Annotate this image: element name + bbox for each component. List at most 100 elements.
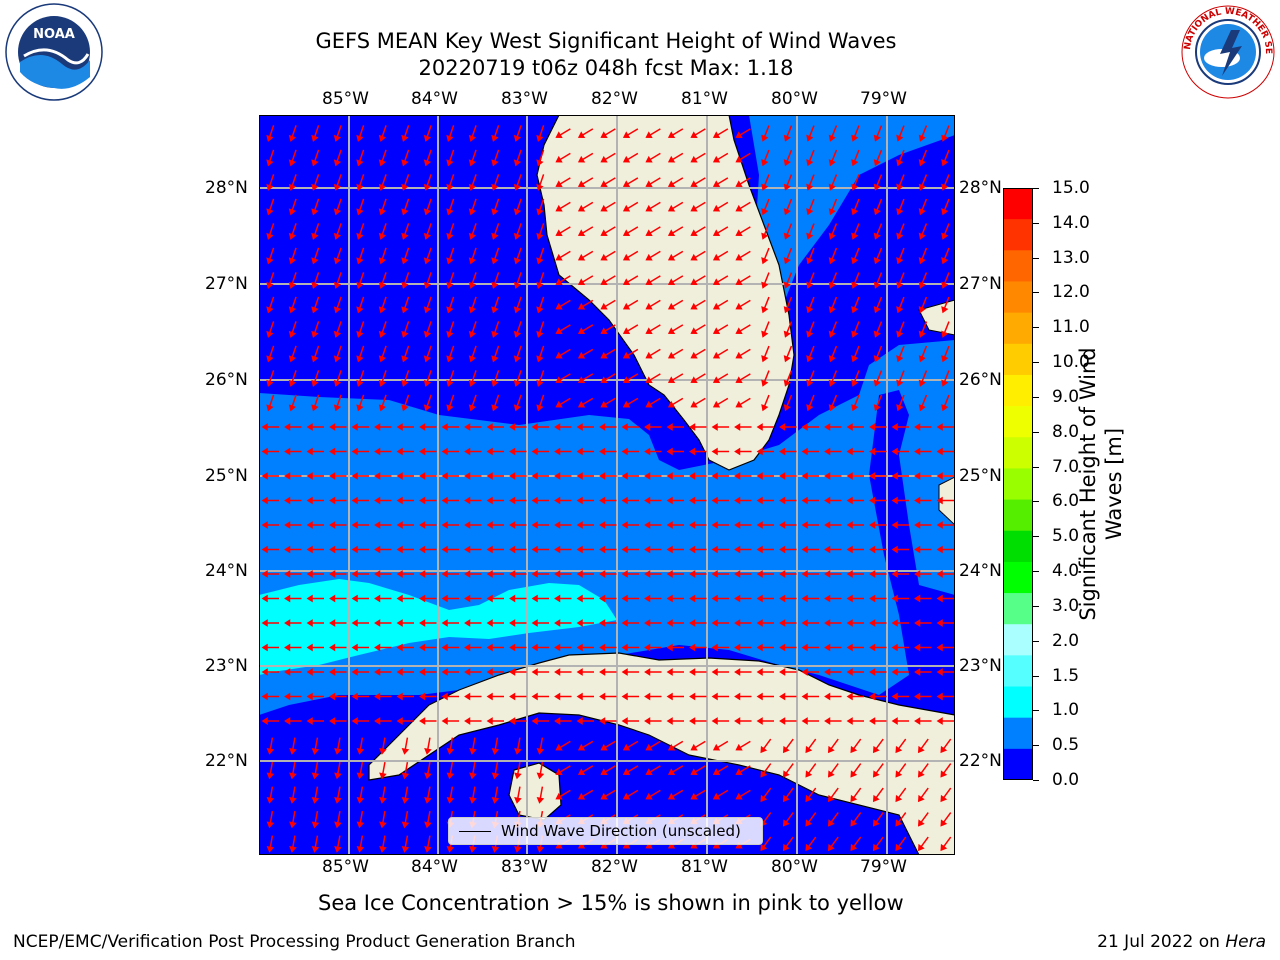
footer-branch: NCEP/EMC/Verification Post Processing Pr… xyxy=(13,932,576,952)
colorbar-tick-label: 9.0 xyxy=(1052,386,1080,407)
lon-label-top-80w: 80°W xyxy=(771,89,818,109)
colorbar-tick-label: 4.0 xyxy=(1052,561,1080,582)
colorbar-tick-label: 12.0 xyxy=(1052,282,1090,303)
lat-label-right-25n: 25°N xyxy=(959,466,1002,486)
lat-label-left-22n: 22°N xyxy=(205,751,248,771)
colorbar-segment xyxy=(1003,219,1033,251)
colorbar-tick-label: 5.0 xyxy=(1052,526,1080,547)
colorbar-tick-mark xyxy=(1033,466,1039,468)
map-panel: Wind Wave Direction (unscaled) xyxy=(259,115,955,855)
colorbar-tick-label: 8.0 xyxy=(1052,421,1080,442)
colorbar-segment xyxy=(1003,593,1033,625)
lat-label-left-27n: 27°N xyxy=(205,274,248,294)
lat-label-right-26n: 26°N xyxy=(959,370,1002,390)
lat-label-right-23n: 23°N xyxy=(959,656,1002,676)
colorbar-segment xyxy=(1003,717,1033,750)
lon-label-bottom-80w: 80°W xyxy=(771,857,818,877)
chart-title-line2: 20220719 t06z 048h fcst Max: 1.18 xyxy=(418,56,794,80)
colorbar-tick-label: 2.0 xyxy=(1052,630,1080,651)
colorbar-segment xyxy=(1003,281,1033,314)
colorbar-segment xyxy=(1003,561,1033,594)
colorbar-tick-mark xyxy=(1033,745,1039,747)
sea-ice-note: Sea Ice Concentration > 15% is shown in … xyxy=(318,891,904,915)
colorbar-tick-label: 3.0 xyxy=(1052,595,1080,616)
colorbar-tick-mark xyxy=(1033,710,1039,712)
legend-label: Wind Wave Direction (unscaled) xyxy=(501,822,741,840)
colorbar-tick-label: 14.0 xyxy=(1052,212,1090,233)
map-legend: Wind Wave Direction (unscaled) xyxy=(448,817,763,845)
footer-date-text: 21 Jul 2022 on xyxy=(1097,932,1226,952)
colorbar xyxy=(1003,188,1033,781)
lon-label-top-82w: 82°W xyxy=(591,89,638,109)
lon-label-bottom-83w: 83°W xyxy=(501,857,548,877)
colorbar-tick-mark xyxy=(1033,501,1039,503)
lon-label-top-83w: 83°W xyxy=(501,89,548,109)
nws-logo: NATIONAL WEATHER SERVICE xyxy=(1173,0,1280,102)
colorbar-tick-label: 0.5 xyxy=(1052,735,1080,756)
colorbar-segment xyxy=(1003,406,1033,438)
lat-label-left-23n: 23°N xyxy=(205,656,248,676)
lat-label-right-27n: 27°N xyxy=(959,274,1002,294)
colorbar-segment xyxy=(1003,468,1033,501)
colorbar-tick-mark xyxy=(1033,257,1039,259)
colorbar-tick-label: 1.0 xyxy=(1052,700,1080,721)
colorbar-tick-mark xyxy=(1033,292,1039,294)
map-svg xyxy=(259,115,955,855)
colorbar-segment xyxy=(1003,437,1033,469)
colorbar-tick-mark xyxy=(1033,536,1039,538)
colorbar-tick-label: 6.0 xyxy=(1052,491,1080,512)
colorbar-segment xyxy=(1003,748,1033,781)
wind-wave-arrows xyxy=(261,125,954,853)
lon-label-bottom-85w: 85°W xyxy=(322,857,369,877)
colorbar-segment xyxy=(1003,655,1033,688)
lon-label-bottom-84w: 84°W xyxy=(411,857,458,877)
colorbar-tick-mark xyxy=(1033,188,1039,189)
lat-label-right-24n: 24°N xyxy=(959,561,1002,581)
colorbar-tick-mark xyxy=(1033,327,1039,329)
colorbar-tick-label: 11.0 xyxy=(1052,317,1090,338)
colorbar-tick-mark xyxy=(1033,571,1039,573)
colorbar-tick-label: 1.5 xyxy=(1052,665,1080,686)
lat-label-left-26n: 26°N xyxy=(205,370,248,390)
colorbar-tick-mark xyxy=(1033,640,1039,642)
colorbar-tick-label: 13.0 xyxy=(1052,247,1090,268)
colorbar-tick-label: 10.0 xyxy=(1052,352,1090,373)
colorbar-tick-mark xyxy=(1033,605,1039,607)
lon-label-bottom-82w: 82°W xyxy=(591,857,638,877)
footer-machine: Hera xyxy=(1225,932,1266,952)
colorbar-tick-mark xyxy=(1033,431,1039,433)
lat-label-left-24n: 24°N xyxy=(205,561,248,581)
lat-label-right-22n: 22°N xyxy=(959,751,1002,771)
svg-text:NOAA: NOAA xyxy=(33,27,75,42)
lon-label-top-84w: 84°W xyxy=(411,89,458,109)
colorbar-tick-mark xyxy=(1033,222,1039,224)
colorbar-segment xyxy=(1003,624,1033,656)
colorbar-segment xyxy=(1003,312,1033,345)
colorbar-segment xyxy=(1003,250,1033,282)
lon-label-top-79w: 79°W xyxy=(860,89,907,109)
colorbar-segment xyxy=(1003,374,1033,407)
colorbar-tick-label: 0.0 xyxy=(1052,770,1080,790)
colorbar-tick-label: 15.0 xyxy=(1052,178,1090,198)
chart-title-line1: GEFS MEAN Key West Significant Height of… xyxy=(315,29,897,53)
colorbar-tick-mark xyxy=(1033,362,1039,364)
lon-label-bottom-81w: 81°W xyxy=(681,857,728,877)
florida-land xyxy=(536,115,795,471)
colorbar-segment xyxy=(1003,530,1033,563)
colorbar-tick-mark xyxy=(1033,396,1039,398)
lon-label-top-85w: 85°W xyxy=(322,89,369,109)
lat-label-right-28n: 28°N xyxy=(959,178,1002,198)
colorbar-segment xyxy=(1003,499,1033,532)
colorbar-segment xyxy=(1003,343,1033,376)
lat-label-left-25n: 25°N xyxy=(205,466,248,486)
colorbar-tick-label: 7.0 xyxy=(1052,456,1080,477)
lon-label-top-81w: 81°W xyxy=(681,89,728,109)
colorbar-segment xyxy=(1003,188,1033,220)
colorbar-tick-mark xyxy=(1033,780,1039,781)
footer-date: 21 Jul 2022 on Hera xyxy=(1097,932,1266,952)
legend-line-swatch xyxy=(459,831,491,832)
noaa-logo: NOAA xyxy=(2,2,106,102)
colorbar-segment xyxy=(1003,686,1033,719)
colorbar-tick-mark xyxy=(1033,675,1039,677)
lon-label-bottom-79w: 79°W xyxy=(860,857,907,877)
